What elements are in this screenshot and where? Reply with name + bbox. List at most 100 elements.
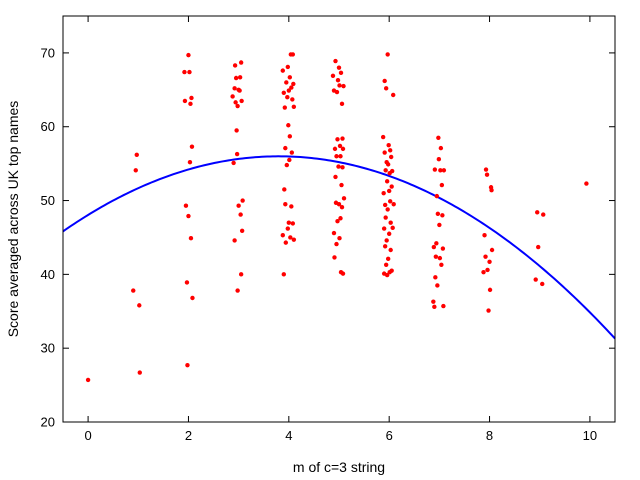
data-point [286, 220, 292, 225]
data-point [237, 88, 242, 93]
data-point [137, 370, 142, 375]
data-point [285, 64, 291, 70]
data-point [280, 233, 285, 238]
data-point [489, 247, 495, 253]
data-point [231, 160, 236, 166]
data-point [284, 162, 290, 168]
data-point [290, 97, 295, 102]
data-point [232, 238, 237, 243]
data-point [380, 134, 386, 140]
data-point [335, 219, 340, 224]
data-point [291, 104, 297, 110]
y-tick-label: 30 [41, 341, 55, 356]
data-point [391, 202, 396, 207]
data-point [383, 168, 388, 173]
data-point [386, 231, 392, 236]
data-point [487, 287, 493, 293]
data-point [382, 202, 388, 208]
data-point [285, 95, 290, 100]
data-point [330, 73, 336, 78]
data-point [184, 280, 190, 285]
data-point [238, 212, 243, 217]
data-point [381, 226, 387, 231]
data-point [182, 69, 187, 75]
data-point [384, 179, 390, 184]
data-point [382, 150, 387, 155]
data-point [481, 269, 486, 275]
data-point [340, 136, 345, 141]
data-point [431, 244, 437, 250]
data-point [189, 144, 195, 149]
data-point [133, 168, 138, 173]
data-point [185, 362, 190, 368]
data-point [388, 247, 393, 253]
data-point [335, 78, 341, 83]
data-point [341, 196, 347, 201]
data-point [482, 233, 487, 238]
data-point [290, 221, 296, 226]
data-points-layer [85, 52, 589, 383]
data-point [341, 83, 346, 89]
data-point [334, 154, 339, 159]
data-point [486, 308, 491, 313]
data-point [137, 303, 142, 308]
data-point [336, 164, 341, 169]
y-tick-label: 60 [41, 119, 55, 134]
data-point [381, 190, 386, 196]
data-point [134, 152, 139, 157]
x-tick-label: 2 [185, 428, 192, 443]
data-point [336, 65, 342, 70]
data-point [432, 167, 438, 172]
data-point [287, 134, 293, 139]
data-point [283, 145, 288, 151]
x-tick-label: 0 [84, 428, 91, 443]
data-point [437, 255, 443, 261]
data-point [235, 103, 240, 109]
data-point [434, 241, 439, 246]
data-point [435, 211, 441, 217]
data-point [440, 246, 446, 251]
data-point [433, 254, 439, 259]
data-point [334, 89, 340, 95]
data-point [183, 203, 189, 208]
fit-curve-layer [62, 155, 616, 340]
data-point [584, 181, 589, 186]
data-point [386, 142, 391, 148]
data-point [339, 182, 344, 188]
data-point [283, 240, 289, 245]
data-point [239, 228, 245, 234]
data-point [189, 95, 194, 101]
data-point [484, 172, 490, 177]
data-point [333, 58, 338, 64]
data-point [533, 277, 538, 282]
data-point [187, 159, 193, 165]
data-point [187, 69, 192, 75]
data-point [340, 165, 345, 170]
data-point [434, 193, 440, 199]
data-point [389, 168, 395, 174]
fit-curve [62, 155, 616, 340]
data-point [383, 262, 389, 267]
data-point [291, 81, 296, 87]
y-tick-label: 20 [41, 415, 55, 430]
data-point [285, 226, 291, 231]
data-point [433, 275, 438, 280]
data-point [340, 271, 346, 276]
data-point [391, 92, 396, 98]
data-point [382, 244, 388, 249]
data-point [333, 174, 338, 180]
data-point [339, 204, 345, 210]
data-point [338, 70, 344, 76]
data-point [439, 182, 445, 188]
data-point [332, 146, 338, 152]
data-point [385, 52, 390, 57]
data-point [286, 88, 292, 93]
data-point [384, 272, 390, 278]
data-point [190, 295, 195, 301]
y-tick-label: 50 [41, 193, 55, 208]
y-tick-label: 40 [41, 267, 55, 282]
data-point [431, 299, 436, 304]
data-point [289, 85, 294, 90]
data-point [188, 235, 194, 241]
